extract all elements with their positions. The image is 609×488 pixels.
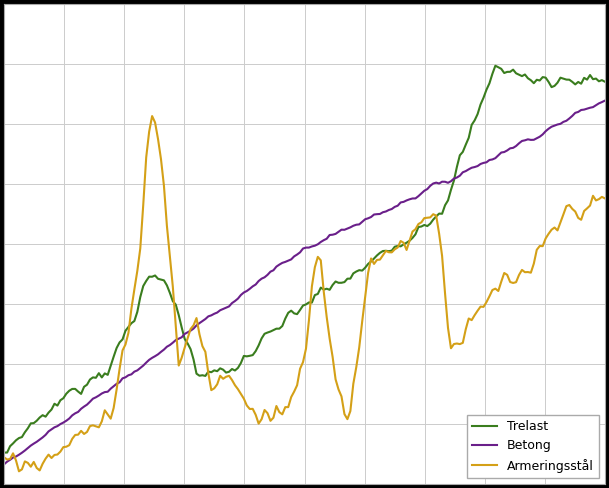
- Trelast: [160, 277, 167, 283]
- Trelast: [66, 388, 73, 394]
- Trelast: [445, 198, 452, 203]
- Trelast: [101, 370, 108, 376]
- Trelast: [601, 79, 608, 84]
- Armeringsstål: [149, 113, 156, 119]
- Betong: [302, 244, 309, 250]
- Armeringsstål: [601, 195, 608, 201]
- Armeringsstål: [166, 253, 174, 259]
- Line: Betong: Betong: [4, 101, 605, 464]
- Line: Armeringsstål: Armeringsstål: [4, 116, 605, 471]
- Betong: [160, 346, 167, 352]
- Armeringsstål: [308, 284, 315, 289]
- Armeringsstål: [104, 411, 111, 417]
- Betong: [101, 389, 108, 395]
- Betong: [445, 180, 452, 186]
- Armeringsstål: [320, 288, 328, 294]
- Trelast: [491, 63, 499, 69]
- Betong: [314, 242, 322, 247]
- Trelast: [1, 449, 8, 455]
- Betong: [66, 416, 73, 422]
- Line: Trelast: Trelast: [4, 66, 605, 452]
- Armeringsstål: [69, 436, 76, 442]
- Trelast: [302, 302, 309, 307]
- Armeringsstål: [450, 341, 457, 347]
- Betong: [1, 461, 8, 467]
- Legend: Trelast, Betong, Armeringsstål: Trelast, Betong, Armeringsstål: [466, 415, 599, 478]
- Armeringsstål: [15, 468, 23, 474]
- Betong: [601, 98, 608, 103]
- Armeringsstål: [1, 454, 8, 460]
- Trelast: [314, 291, 322, 297]
